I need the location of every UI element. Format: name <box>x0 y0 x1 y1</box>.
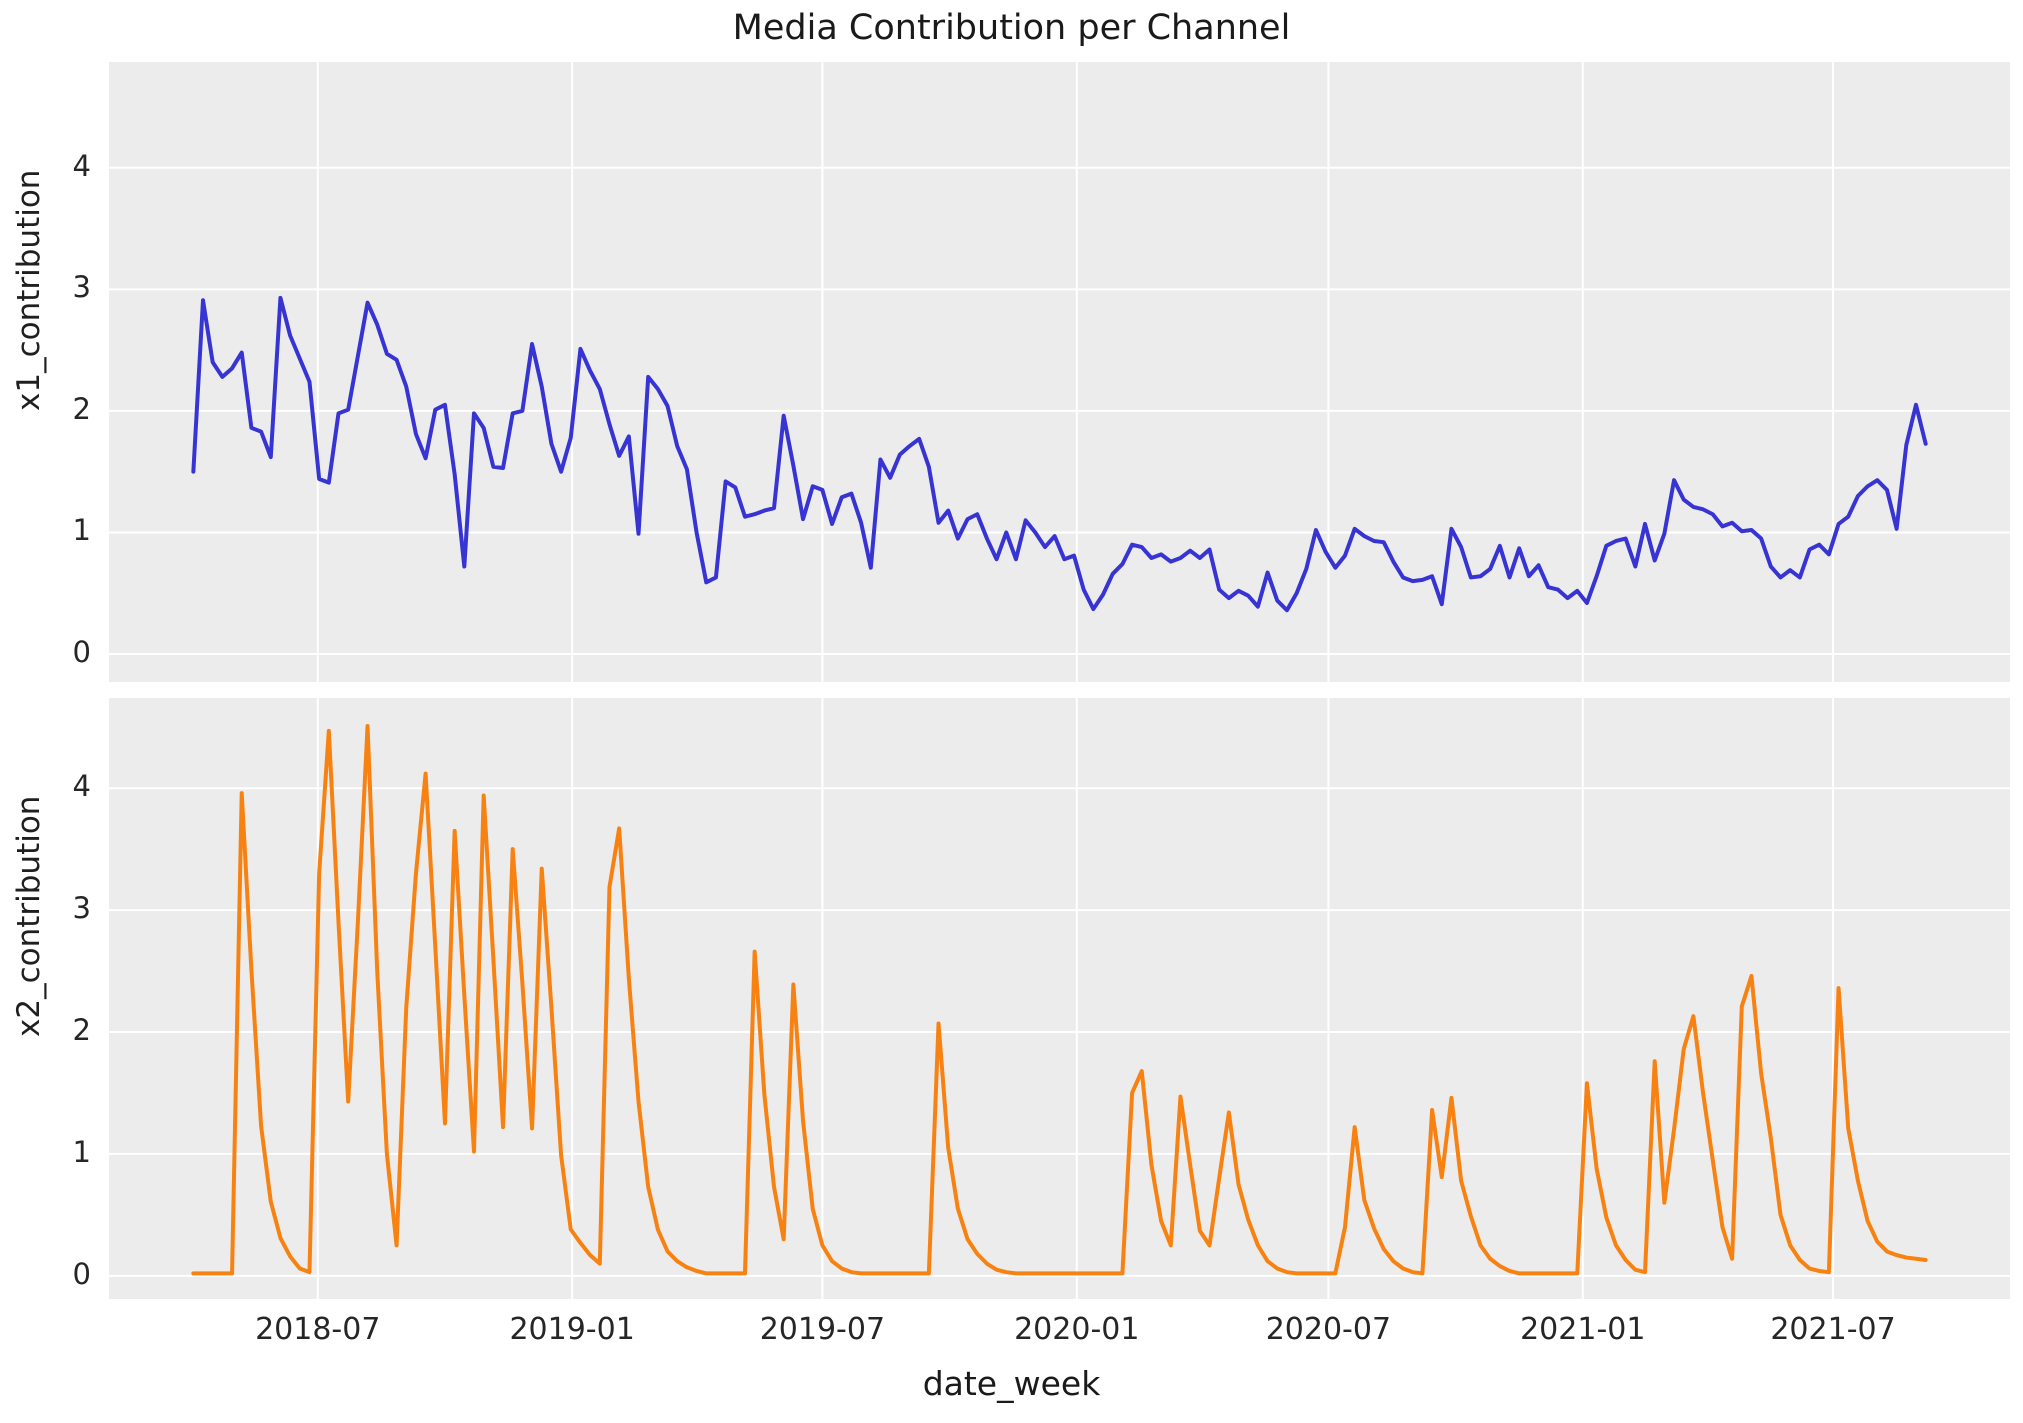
y-tick-label: 0 <box>72 635 91 670</box>
x-tick-label: 2021-01 <box>1520 1312 1646 1347</box>
y-tick-label: 4 <box>72 769 91 804</box>
chart-title: Media Contribution per Channel <box>732 8 1291 48</box>
x-tick-label: 2020-07 <box>1265 1312 1392 1347</box>
y-tick-label: 2 <box>72 391 91 426</box>
x-tick-label: 2020-01 <box>1014 1312 1140 1347</box>
y-tick-label: 0 <box>72 1256 91 1291</box>
x-tick-label: 2019-01 <box>509 1312 635 1347</box>
x2_contribution-plot-area <box>109 698 2010 1299</box>
x-tick-label: 2021-07 <box>1770 1312 1896 1347</box>
y-tick-label: 2 <box>72 1013 91 1048</box>
x-tick-label: 2019-07 <box>759 1312 886 1347</box>
y-tick-label: 1 <box>72 513 91 548</box>
x2-contribution-panel <box>109 698 2010 1299</box>
y-tick-label: 1 <box>72 1134 91 1169</box>
x1_contribution-series-line <box>191 295 1928 613</box>
y-tick-label: 3 <box>72 270 91 305</box>
y-tick-label: 4 <box>72 148 91 183</box>
y-tick-label: 3 <box>72 891 91 926</box>
x-tick-label: 2018-07 <box>255 1312 381 1347</box>
x1_contribution-plot-area <box>109 62 2010 682</box>
x2_contribution-series-line <box>191 724 1928 1276</box>
x1-contribution-panel <box>109 62 2010 682</box>
x-axis-label: date_week <box>922 1364 1101 1403</box>
panel-background <box>109 62 2010 682</box>
